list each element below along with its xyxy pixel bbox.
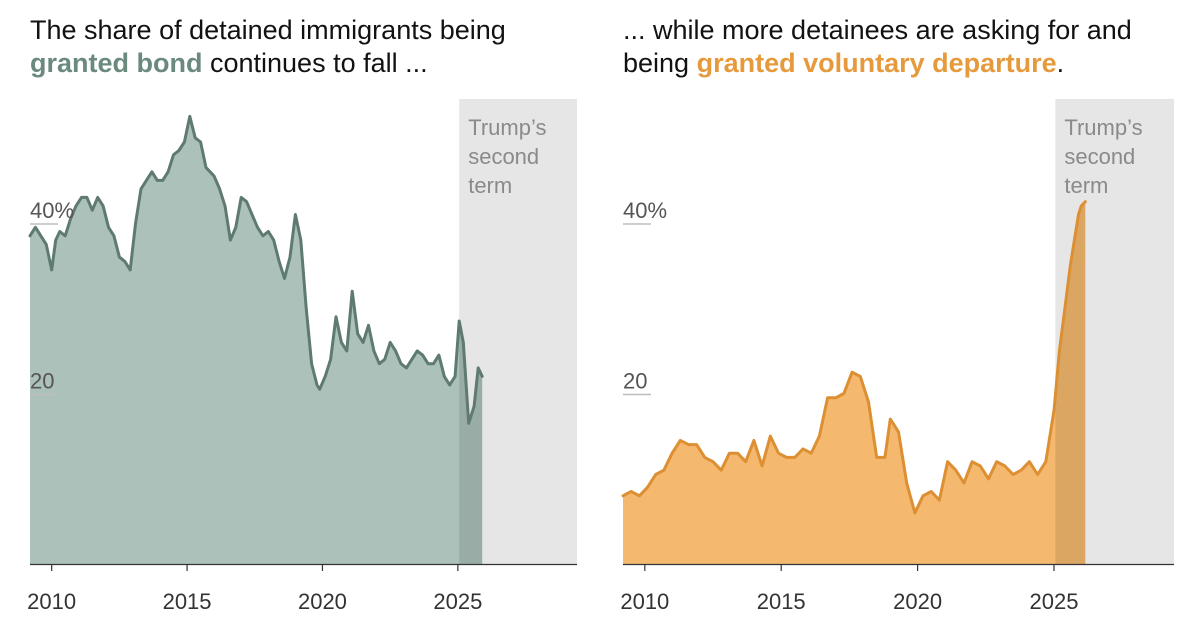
bond-band-label-line-2: second: [468, 144, 539, 169]
left-chart-title: The share of detained immigrants being g…: [30, 14, 550, 80]
departure-x-label-2010: 2010: [620, 589, 669, 614]
right-title-after: .: [1056, 48, 1065, 78]
departure-band-label-line-2: second: [1064, 144, 1135, 169]
left-title-after: continues to fall ...: [202, 48, 428, 78]
departure-band-label-line-3: term: [1064, 173, 1108, 198]
right-title-highlight: granted voluntary departure: [696, 48, 1057, 78]
departure-y-label-20: 20: [623, 369, 647, 394]
departure-y-label-40: 40%: [623, 198, 667, 223]
departure-x-label-2015: 2015: [757, 589, 806, 614]
right-title-before: ... while more detainees are asking for …: [623, 15, 1132, 78]
departure-x-label-2025: 2025: [1030, 589, 1079, 614]
departure-area: [623, 201, 1086, 564]
bond-band-label-line-3: term: [468, 173, 512, 198]
bond-x-label-2020: 2020: [298, 589, 347, 614]
bond-x-label-2025: 2025: [433, 589, 482, 614]
bond-x-label-2015: 2015: [163, 589, 212, 614]
bond-y-label-40: 40%: [30, 198, 74, 223]
bond-area: [30, 116, 483, 565]
bond-band-label-line-1: Trump’s: [468, 115, 546, 140]
departure-band-label-line-1: Trump’s: [1064, 115, 1142, 140]
bond-x-label-2010: 2010: [27, 589, 76, 614]
bond-series-line: [28, 114, 484, 425]
left-title-highlight: granted bond: [30, 48, 203, 78]
right-chart-title: ... while more detainees are asking for …: [623, 14, 1183, 80]
departure-chart: 20 40% 2010 2015 2020 2025 Trump’s second term: [620, 99, 1174, 614]
left-title-before: The share of detained immigrants being: [30, 15, 506, 45]
departure-x-label-2020: 2020: [893, 589, 942, 614]
departure-series-line: [621, 200, 1087, 515]
bond-chart: 20 40% 2010 2015 2020 2025 Trump’s second term: [27, 99, 577, 614]
bond-y-label-20: 20: [30, 369, 54, 394]
departure-area-band-overlay: [1055, 201, 1086, 564]
